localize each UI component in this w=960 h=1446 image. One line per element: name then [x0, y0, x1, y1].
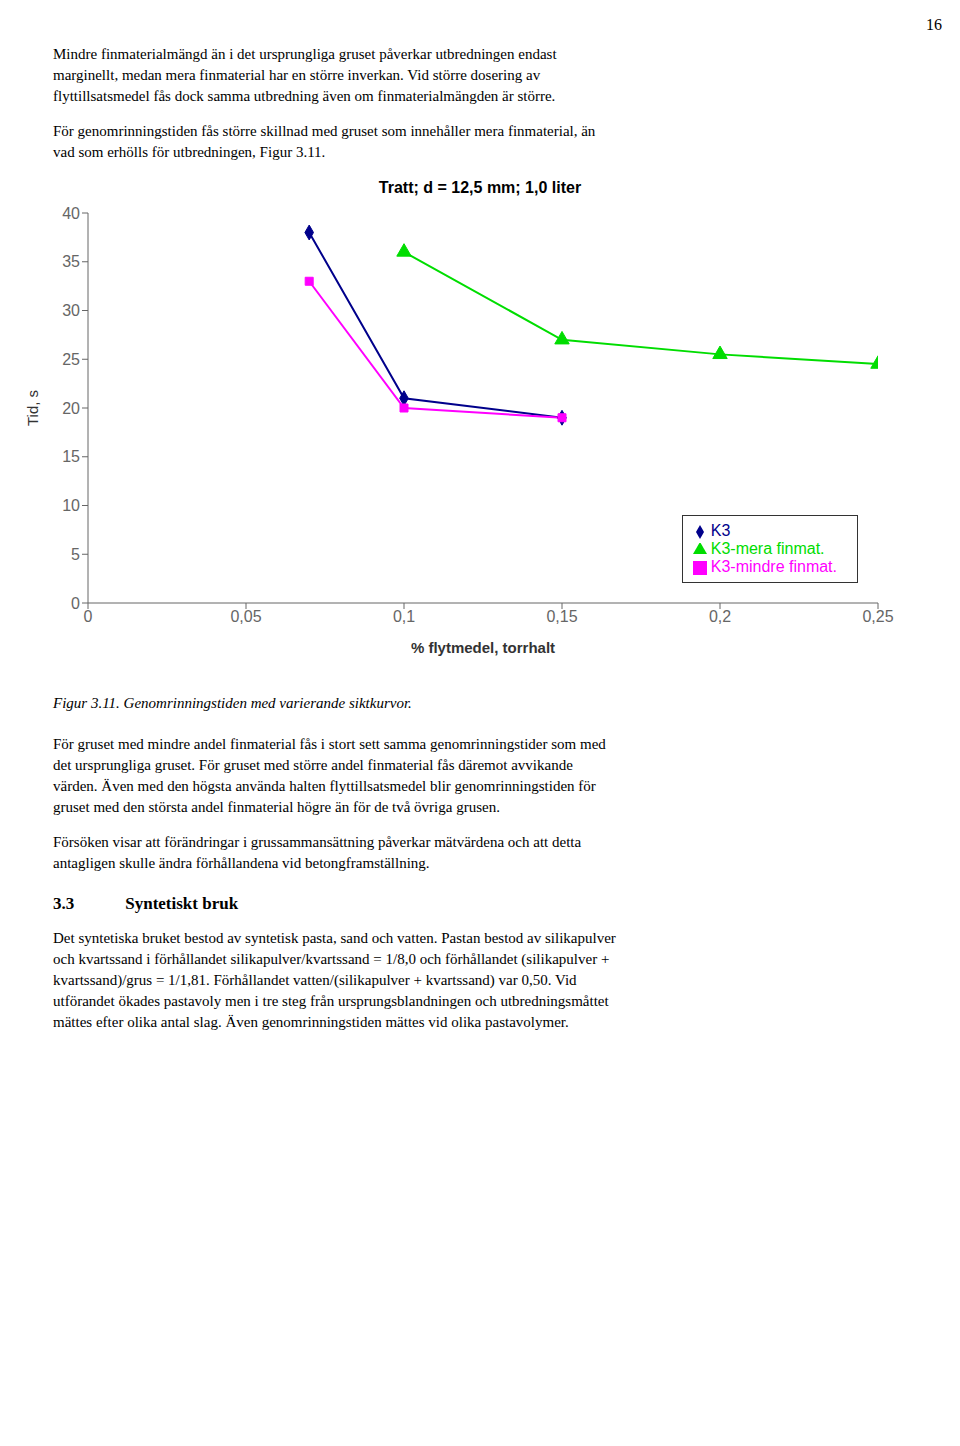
html-text:K3-mindre finmat.: K3-mindre finmat. — [710, 558, 837, 575]
svg-text:0: 0 — [71, 595, 80, 612]
html-text:Mindre finmaterialmängd än i d: Mindre finmaterialmängd än i det ursprun… — [53, 46, 557, 104]
svg-text:25: 25 — [62, 351, 80, 368]
html-text:K3-mera finmat.: K3-mera finmat. — [710, 540, 825, 557]
svg-text:0: 0 — [84, 608, 93, 625]
svg-text:35: 35 — [62, 253, 80, 270]
svg-text:5: 5 — [71, 546, 80, 563]
html-text:Det syntetiska bruket bestod a: Det syntetiska bruket bestod av syntetis… — [53, 930, 616, 1030]
svg-text:30: 30 — [62, 302, 80, 319]
svg-text:10: 10 — [62, 497, 80, 514]
svg-text:0,25: 0,25 — [862, 608, 893, 625]
html-text:3.3 Syntetiskt bruk: 3.3 Syntetiskt bruk — [53, 894, 239, 913]
svg-text:15: 15 — [62, 448, 80, 465]
html-text:Figur 3.11. Genomrinningstiden: Figur 3.11. Genomrinningstiden med varie… — [53, 695, 412, 711]
html-text:Försöken visar att förändringa: Försöken visar att förändringar i grussa… — [53, 834, 582, 871]
html-text:Tratt; d = 12,5 mm; 1,0 liter: Tratt; d = 12,5 mm; 1,0 liter — [378, 179, 582, 196]
svg-text:20: 20 — [62, 400, 80, 417]
html-text:16: 16 — [926, 16, 942, 33]
html-text:För genomrinningstiden fås stö: För genomrinningstiden fås större skilln… — [53, 123, 596, 160]
html-text:För gruset med mindre andel fi: För gruset med mindre andel finmaterial … — [53, 736, 606, 815]
html-text:K3: K3 — [710, 522, 731, 539]
svg-text:% flytmedel, torrhalt: % flytmedel, torrhalt — [411, 639, 555, 656]
svg-text:0,1: 0,1 — [393, 608, 415, 625]
svg-text:0,05: 0,05 — [230, 608, 261, 625]
svg-text:0,15: 0,15 — [546, 608, 577, 625]
svg-text:40: 40 — [62, 205, 80, 222]
svg-text:0,2: 0,2 — [709, 608, 731, 625]
svg-text:Tid, s: Tid, s — [24, 390, 41, 426]
